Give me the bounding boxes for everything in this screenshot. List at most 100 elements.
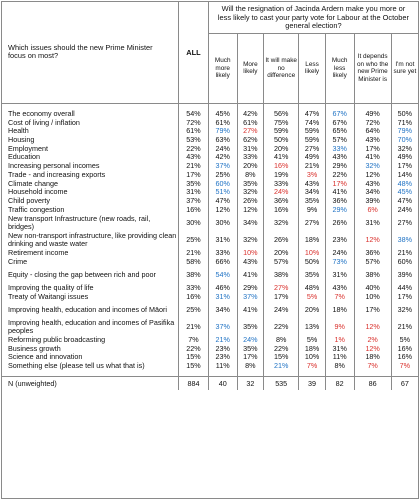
- cell-value: 24%: [207, 144, 238, 154]
- issue-label: New transport Infrastructure (new roads,…: [8, 213, 151, 231]
- all-value: 22%: [178, 344, 209, 354]
- all-value: 7%: [178, 336, 209, 345]
- cell-value: 45%: [207, 110, 238, 119]
- cell-value: 33%: [324, 144, 355, 154]
- all-value: 35%: [178, 179, 209, 188]
- cell-value: 73%: [324, 257, 355, 267]
- all-value: 25%: [178, 231, 209, 249]
- cell-value: 71%: [390, 118, 418, 128]
- all-value: 58%: [178, 257, 209, 267]
- table-row: Equity - closing the gap between rich an…: [2, 266, 418, 284]
- cell-value: 43%: [353, 136, 392, 145]
- cell-value: 54%: [207, 266, 238, 284]
- issue-label: Retirement income: [8, 248, 69, 258]
- issue-label: Housing: [8, 135, 35, 145]
- cell-value: 8%: [324, 362, 355, 371]
- column-header: It depends on who the new Prime Minister…: [353, 33, 392, 104]
- all-value: 21%: [178, 318, 209, 336]
- cell-value: 35%: [236, 179, 264, 188]
- issue-label: Something else (please tell us what that…: [8, 361, 145, 371]
- table-row: Something else (please tell us what that…: [2, 362, 418, 371]
- cell-value: 32%: [390, 300, 418, 319]
- cell-value: 12%: [353, 231, 392, 249]
- cell-value: 79%: [207, 127, 238, 136]
- cell-value: 35%: [236, 318, 264, 336]
- cell-value: 34%: [298, 188, 326, 197]
- cell-value: 24%: [390, 205, 418, 215]
- cell-value: 59%: [263, 127, 299, 136]
- cell-value: 61%: [207, 118, 238, 128]
- cell-value: 31%: [324, 266, 355, 284]
- cell-value: 19%: [263, 170, 299, 180]
- cell-value: 61%: [236, 118, 264, 128]
- all-value: 25%: [178, 300, 209, 319]
- cell-value: 31%: [236, 144, 264, 154]
- cell-value: 17%: [324, 179, 355, 188]
- all-value: 15%: [178, 353, 209, 362]
- cell-value: 47%: [298, 110, 326, 119]
- issue-label: Education: [8, 152, 40, 162]
- cell-value: 7%: [298, 362, 326, 371]
- cell-value: 10%: [353, 292, 392, 301]
- cell-value: 21%: [298, 162, 326, 171]
- issue-label: Reforming public broadcasting: [8, 334, 106, 344]
- cell-value: 26%: [236, 196, 264, 206]
- cell-value: 8%: [236, 362, 264, 371]
- sample-size-value: 67: [390, 376, 418, 391]
- issue-label: New non-transport infrastructure, like p…: [8, 230, 177, 249]
- cell-value: 57%: [263, 257, 299, 267]
- cell-value: 24%: [263, 188, 299, 197]
- survey-crosstab-table: Which issues should the new Prime Minist…: [2, 2, 418, 391]
- table-row: Household income 31% 51% 32% 24% 34% 41% 34% 45%: [2, 188, 418, 197]
- spacer-row: [2, 370, 418, 377]
- column-header: Much less likely: [324, 33, 355, 104]
- cell-value: 66%: [207, 257, 238, 267]
- cell-value: 7%: [324, 292, 355, 301]
- issue-label: Improving health, education and incomes …: [8, 304, 168, 314]
- cell-value: 36%: [353, 249, 392, 258]
- cell-value: 35%: [298, 196, 326, 206]
- sample-size-value: 82: [324, 376, 355, 391]
- cell-value: 70%: [390, 136, 418, 145]
- cell-value: 18%: [324, 300, 355, 319]
- cell-value: 32%: [263, 214, 299, 232]
- cell-value: 27%: [236, 127, 264, 136]
- cell-value: 47%: [390, 196, 418, 206]
- cell-value: 22%: [263, 318, 299, 336]
- cell-value: 72%: [353, 118, 392, 128]
- cell-value: 24%: [324, 249, 355, 258]
- cell-value: 31%: [207, 292, 238, 301]
- cell-value: 36%: [263, 196, 299, 206]
- cell-value: 18%: [353, 353, 392, 362]
- all-value: 16%: [178, 205, 209, 215]
- cell-value: 20%: [236, 162, 264, 171]
- cell-value: 49%: [390, 153, 418, 162]
- cell-value: 39%: [390, 266, 418, 284]
- sample-size-value: 40: [207, 376, 238, 391]
- table-row: Improving health, education and incomes …: [2, 300, 418, 319]
- cell-value: 27%: [298, 144, 326, 154]
- issue-question-header: Which issues should the new Prime Minist…: [2, 2, 179, 104]
- cell-value: 23%: [324, 231, 355, 249]
- cell-value: 5%: [298, 292, 326, 301]
- cell-value: 60%: [390, 257, 418, 267]
- cell-value: 11%: [324, 353, 355, 362]
- cell-value: 37%: [207, 162, 238, 171]
- table-row: Trade - and increasing exports 17% 25% 8% 19…: [2, 170, 418, 180]
- sample-size-value: 86: [353, 376, 392, 391]
- cell-value: 39%: [353, 196, 392, 206]
- cell-value: 8%: [263, 336, 299, 345]
- cell-value: 41%: [236, 300, 264, 319]
- issue-label: Improving health, education and incomes …: [8, 317, 175, 336]
- all-value: 43%: [178, 153, 209, 162]
- cell-value: 12%: [353, 318, 392, 336]
- cell-value: 16%: [390, 353, 418, 362]
- all-value: 22%: [178, 144, 209, 154]
- issue-label: Increasing personal incomes: [8, 161, 100, 171]
- cell-value: 43%: [236, 257, 264, 267]
- cell-value: 41%: [353, 153, 392, 162]
- cell-value: 59%: [298, 136, 326, 145]
- cell-value: 27%: [263, 283, 299, 293]
- cell-value: 24%: [236, 336, 264, 345]
